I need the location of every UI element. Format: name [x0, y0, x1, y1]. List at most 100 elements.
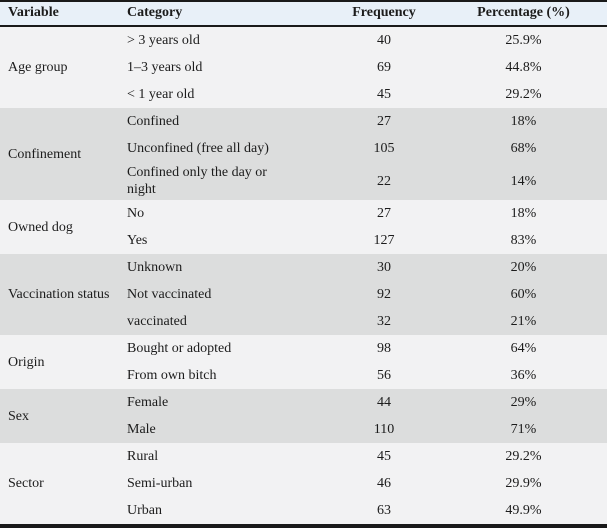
- category-cell: Unknown: [120, 254, 328, 281]
- table-row: vaccinated 32 21%: [0, 308, 607, 335]
- percentage-cell: 71%: [440, 416, 607, 443]
- category-cell: Urban: [120, 497, 328, 526]
- category-cell: Bought or adopted: [120, 335, 328, 362]
- category-cell: Semi-urban: [120, 470, 328, 497]
- category-label: Urban: [127, 503, 162, 518]
- frequency-cell: 56: [328, 362, 440, 389]
- category-label: Semi-urban: [127, 476, 193, 491]
- variable-cell: Sex: [0, 389, 120, 443]
- category-cell: 1–3 years old: [120, 54, 328, 81]
- category-label: Confined: [127, 114, 180, 129]
- category-label: Female: [127, 395, 169, 410]
- column-header-percentage: Percentage (%): [440, 1, 607, 27]
- frequency-cell: 63: [328, 497, 440, 526]
- variable-cell: Confinement: [0, 108, 120, 200]
- variable-cell: Owned dog: [0, 200, 120, 254]
- category-cell: < 1 year old: [120, 81, 328, 108]
- frequency-cell: 110: [328, 416, 440, 443]
- category-label: Not vaccinated: [127, 287, 212, 302]
- frequency-cell: 105: [328, 135, 440, 162]
- category-label: Rural: [127, 449, 159, 464]
- frequency-cell: 30: [328, 254, 440, 281]
- frequency-cell: 45: [328, 443, 440, 470]
- frequency-cell: 27: [328, 200, 440, 227]
- category-cell: Not vaccinated: [120, 281, 328, 308]
- table-row: < 1 year old 45 29.2%: [0, 81, 607, 108]
- category-cell: Male: [120, 416, 328, 443]
- percentage-cell: 36%: [440, 362, 607, 389]
- frequency-cell: 46: [328, 470, 440, 497]
- variable-cell: Vaccination status: [0, 254, 120, 335]
- category-label: 1–3 years old: [127, 60, 203, 75]
- table-header: Variable Category Frequency Percentage (…: [0, 1, 607, 27]
- percentage-cell: 21%: [440, 308, 607, 335]
- percentage-cell: 20%: [440, 254, 607, 281]
- percentage-cell: 25.9%: [440, 26, 607, 54]
- header-row: Variable Category Frequency Percentage (…: [0, 1, 607, 27]
- frequency-cell: 92: [328, 281, 440, 308]
- percentage-cell: 83%: [440, 227, 607, 254]
- table-row: From own bitch 56 36%: [0, 362, 607, 389]
- table-row: Sex Female 44 29%: [0, 389, 607, 443]
- category-label: Unconfined (free all day): [127, 141, 269, 156]
- category-cell: Confined only the day or night: [120, 162, 328, 200]
- category-label: From own bitch: [127, 368, 217, 383]
- percentage-cell: 49.9%: [440, 497, 607, 526]
- percentage-cell: 14%: [440, 162, 607, 200]
- table-row: Age group > 3 years old 40 25.9%: [0, 26, 607, 108]
- percentage-cell: 29%: [440, 389, 607, 416]
- percentage-cell: 29.2%: [440, 81, 607, 108]
- table-row: Yes 127 83%: [0, 227, 607, 254]
- percentage-cell: 18%: [440, 200, 607, 227]
- frequency-cell: 127: [328, 227, 440, 254]
- category-cell: Female: [120, 389, 328, 416]
- category-cell: No: [120, 200, 328, 227]
- table-row: Confinement Confined 27 18%: [0, 108, 607, 200]
- category-label: > 3 years old: [127, 33, 200, 48]
- category-label: Confined only the day or night: [127, 165, 267, 197]
- frequency-cell: 45: [328, 81, 440, 108]
- percentage-cell: 18%: [440, 108, 607, 135]
- variable-cell: Age group: [0, 26, 120, 108]
- category-cell: Confined: [120, 108, 328, 135]
- table-row: Vaccination status Unknown 30 20%: [0, 254, 607, 335]
- category-cell: > 3 years old: [120, 26, 328, 54]
- table-row: Origin Bought or adopted 98 64%: [0, 335, 607, 389]
- percentage-cell: 29.9%: [440, 470, 607, 497]
- percentage-cell: 29.2%: [440, 443, 607, 470]
- table-row: Sector Rural 45 29.2%: [0, 443, 607, 526]
- category-cell: Unconfined (free all day): [120, 135, 328, 162]
- frequency-cell: 44: [328, 389, 440, 416]
- category-label: < 1 year old: [127, 87, 195, 102]
- category-label: vaccinated: [127, 314, 187, 329]
- frequency-cell: 27: [328, 108, 440, 135]
- frequency-cell: 32: [328, 308, 440, 335]
- table-row: Not vaccinated 92 60%: [0, 281, 607, 308]
- table-row: Unconfined (free all day) 105 68%: [0, 135, 607, 162]
- table-row: Confined only the day or night 22 14%: [0, 162, 607, 200]
- category-label: Male: [127, 422, 156, 437]
- category-cell: Yes: [120, 227, 328, 254]
- frequency-cell: 40: [328, 26, 440, 54]
- percentage-cell: 44.8%: [440, 54, 607, 81]
- table-body: Age group > 3 years old 40 25.9% 1–3 years o…: [0, 26, 607, 526]
- category-cell: vaccinated: [120, 308, 328, 335]
- variable-cell: Sector: [0, 443, 120, 526]
- category-label: No: [127, 206, 145, 221]
- frequency-cell: 98: [328, 335, 440, 362]
- variable-cell: Origin: [0, 335, 120, 389]
- category-cell: From own bitch: [120, 362, 328, 389]
- frequency-cell: 22: [328, 162, 440, 200]
- table-row: Owned dog No 27 18%: [0, 200, 607, 254]
- percentage-cell: 60%: [440, 281, 607, 308]
- frequency-cell: 69: [328, 54, 440, 81]
- column-header-frequency: Frequency: [328, 1, 440, 27]
- category-label: Bought or adopted: [127, 341, 232, 356]
- category-label: Yes: [127, 233, 148, 248]
- table-row: 1–3 years old 69 44.8%: [0, 54, 607, 81]
- column-header-category: Category: [120, 1, 328, 27]
- category-label: Unknown: [127, 260, 183, 275]
- percentage-cell: 68%: [440, 135, 607, 162]
- percentage-cell: 64%: [440, 335, 607, 362]
